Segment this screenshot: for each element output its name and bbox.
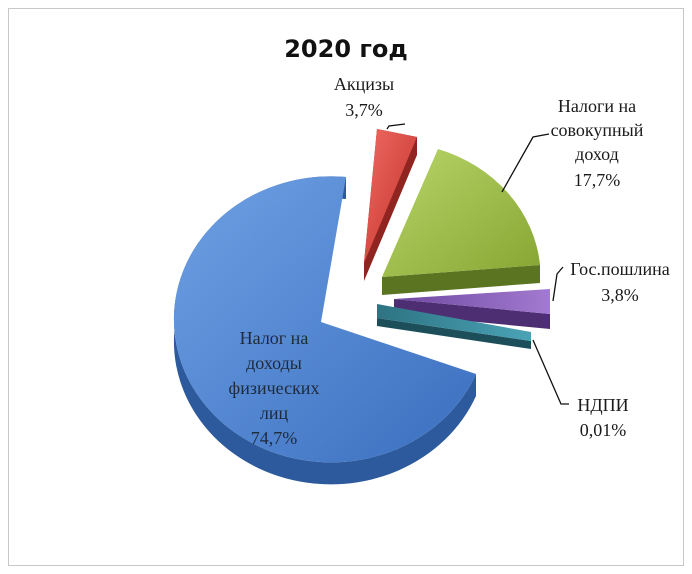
label-ndfl-line3: физических <box>229 378 320 398</box>
label-ndpi-value: 0,01% <box>580 420 627 440</box>
label-nsd-line1: Налоги на <box>558 96 636 116</box>
slice-gosposhlina-top <box>394 289 550 314</box>
slice-ndfl <box>173 176 476 485</box>
label-ndfl-line1: Налог на <box>240 328 309 348</box>
label-akcizy-value: 3,7% <box>345 100 383 120</box>
slice-akcizy <box>364 129 417 281</box>
slice-ndpi-top <box>377 304 531 341</box>
label-nsd-line3: доход <box>575 144 619 164</box>
leader-akcizy <box>386 123 406 130</box>
slice-akcizy-top <box>364 129 417 263</box>
slice-nsd-top <box>382 149 540 277</box>
slice-nsd <box>382 149 540 295</box>
slice-ndfl-top <box>173 176 476 463</box>
label-akcizy-name: Акцизы <box>334 74 394 94</box>
label-gosposhlina-name: Гос.пошлина <box>570 259 670 279</box>
chart-title: 2020 год <box>284 35 408 63</box>
label-ndfl-value: 74,7% <box>251 428 298 448</box>
label-ndpi-name: НДПИ <box>577 395 628 415</box>
slice-nsd-side <box>382 265 540 295</box>
slice-gosposhlina-side <box>394 299 550 329</box>
label-ndfl-line4: лиц <box>260 403 289 423</box>
label-gosposhlina-value: 3,8% <box>601 285 639 305</box>
leader-ndpi <box>532 339 569 405</box>
label-nsd-value: 17,7% <box>574 170 621 190</box>
slice-ndpi-side <box>377 318 531 349</box>
label-nsd-line2: совокупный <box>551 120 644 140</box>
leader-nsd <box>501 133 550 193</box>
chart-frame: 2020 год Акциз <box>8 8 684 566</box>
slice-gosposhlina <box>394 289 550 329</box>
label-ndfl-line2: доходы <box>246 353 302 373</box>
slice-ndpi <box>377 304 531 349</box>
pie-chart: 2020 год Акциз <box>173 35 670 485</box>
leader-gosposhlina <box>552 266 564 302</box>
